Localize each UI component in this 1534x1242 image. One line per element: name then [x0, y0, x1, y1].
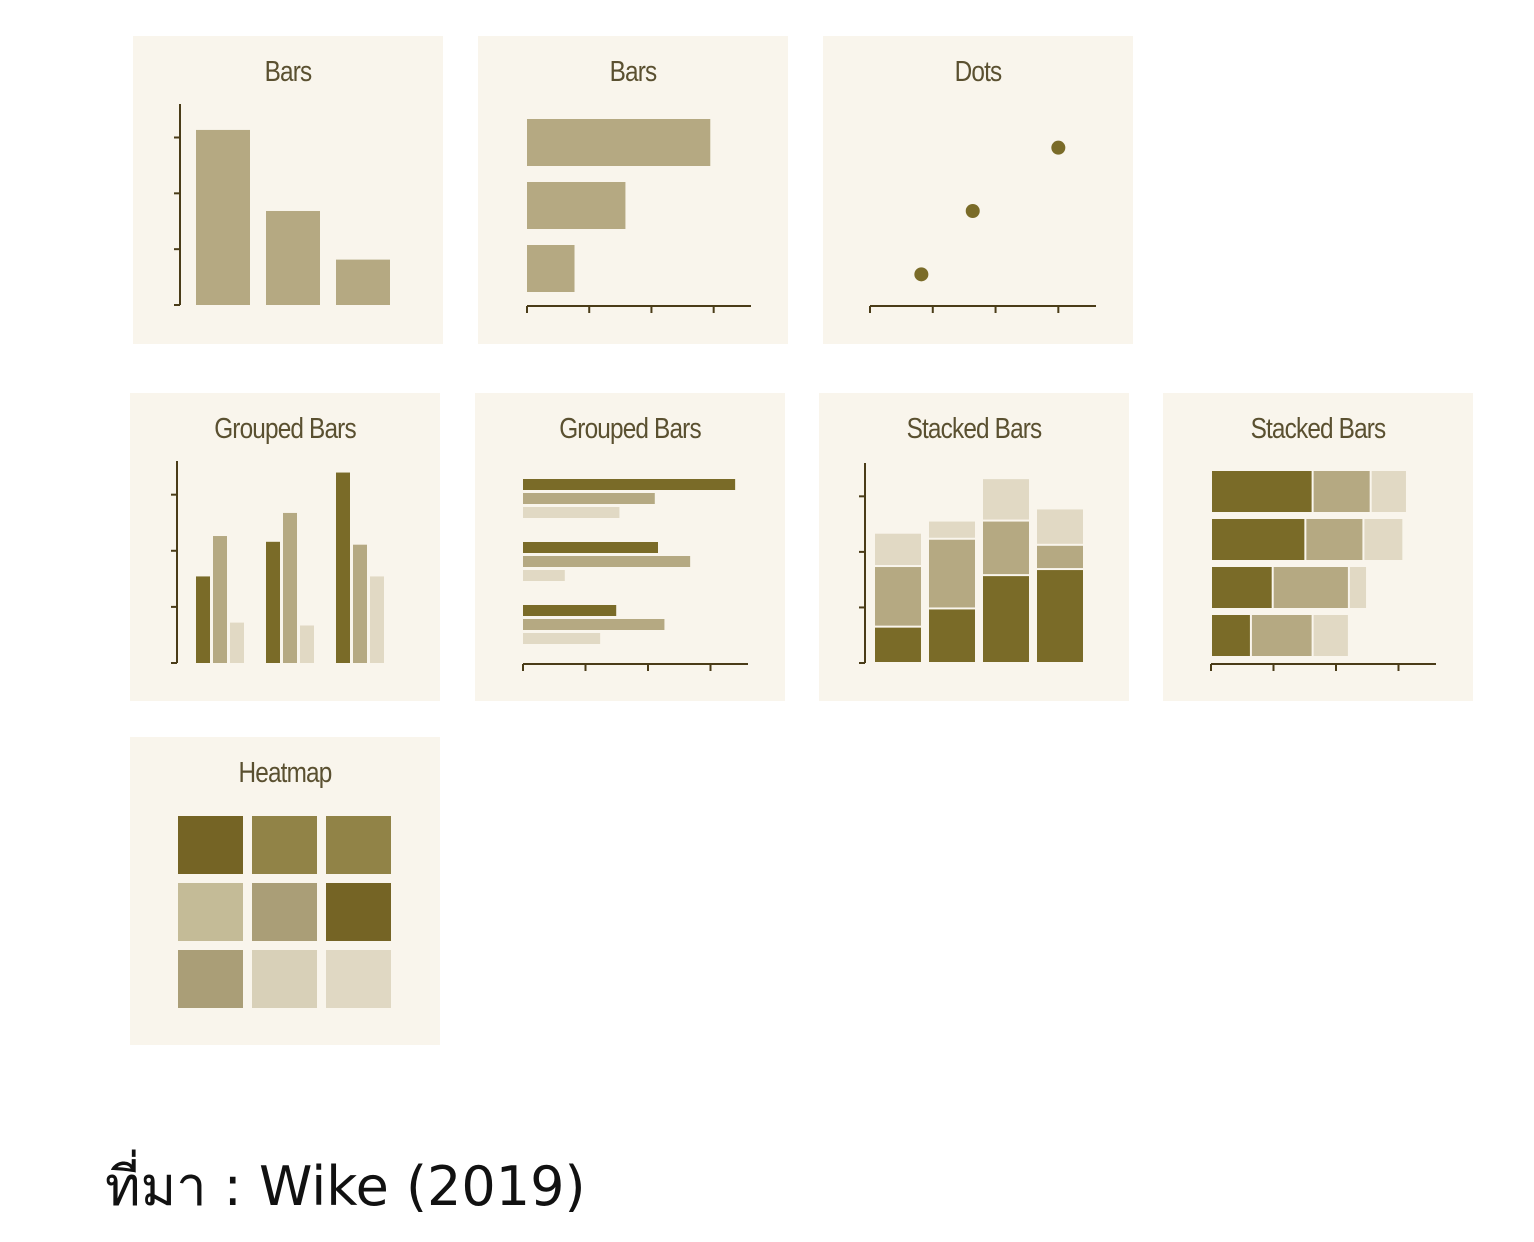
stacked-bars-vertical-plot: [859, 463, 1083, 664]
grouped-bars-horizontal-plot: [522, 479, 748, 671]
bar-segment: [1349, 567, 1367, 608]
dot: [914, 267, 929, 282]
bar: [523, 479, 736, 490]
dots-panel: Dots: [823, 36, 1133, 344]
bar-segment: [1364, 519, 1403, 560]
stacked-bars-horizontal-panel: Stacked Bars: [1163, 393, 1473, 701]
heatmap-cell: [252, 883, 317, 941]
dot: [965, 204, 980, 218]
bar: [527, 119, 711, 166]
chart-title: Dots: [954, 56, 1003, 88]
bar-segment: [983, 576, 1029, 662]
bar-segment: [1306, 519, 1363, 560]
grouped-bars-vertical-panel: Grouped Bars: [130, 393, 440, 701]
bar: [336, 472, 350, 663]
bar: [196, 129, 250, 305]
bar: [230, 622, 244, 663]
source-caption: ที่มา : Wike (2019): [105, 1155, 586, 1218]
heatmap-cell: [252, 950, 317, 1008]
bar: [527, 182, 626, 229]
heatmap-panel: Heatmap: [130, 737, 440, 1045]
grouped-bars-vertical-plot: [171, 461, 384, 664]
bar-segment: [875, 533, 921, 566]
bar: [523, 633, 601, 644]
chart-title: Bars: [264, 56, 313, 88]
dots-plot: [869, 140, 1096, 313]
bar-segment: [1212, 519, 1305, 560]
bar-segment: [1212, 615, 1250, 656]
bar-segment: [1313, 471, 1370, 512]
bar: [523, 507, 620, 518]
chart-title: Grouped Bars: [214, 413, 356, 445]
bar-segment: [929, 609, 975, 662]
bar: [266, 541, 280, 663]
heatmap-cell: [326, 950, 391, 1008]
bar: [283, 512, 297, 663]
bar: [213, 536, 227, 663]
heatmap-cell: [178, 883, 243, 941]
heatmap-cell: [326, 883, 391, 941]
bars-horizontal-plot: [526, 119, 751, 313]
bar-segment: [1212, 471, 1312, 512]
chart-title: Bars: [609, 56, 658, 88]
heatmap-cell: [178, 816, 243, 874]
chart-title: Heatmap: [238, 757, 333, 789]
bar-segment: [875, 567, 921, 626]
bar: [523, 605, 617, 616]
heatmap-cell: [252, 816, 317, 874]
heatmap-plot: [178, 816, 391, 1008]
bar: [523, 570, 565, 581]
bar: [523, 619, 665, 630]
bar-segment: [1371, 471, 1406, 512]
bar: [523, 542, 658, 553]
bar-segment: [1273, 567, 1348, 608]
bar: [266, 210, 320, 305]
bar-segment: [983, 479, 1029, 520]
bar: [527, 245, 575, 292]
bar-segment: [929, 539, 975, 608]
stacked-bars-horizontal-plot: [1210, 471, 1436, 671]
heatmap-cell: [178, 950, 243, 1008]
bars-horizontal-panel: Bars: [478, 36, 788, 344]
bar: [196, 576, 210, 663]
grouped-bars-horizontal-panel: Grouped Bars: [475, 393, 785, 701]
heatmap-cell: [326, 816, 391, 874]
bar-segment: [983, 521, 1029, 575]
bar: [300, 625, 314, 663]
bar: [353, 544, 367, 663]
bar-segment: [1251, 615, 1312, 656]
stacked-bars-vertical-panel: Stacked Bars: [819, 393, 1129, 701]
bar-segment: [1037, 545, 1083, 569]
bar-segment: [1313, 615, 1348, 656]
bars-vertical-plot: [174, 104, 390, 306]
bars-vertical-panel: Bars: [133, 36, 443, 344]
bar: [523, 493, 655, 504]
chart-title: Stacked Bars: [906, 413, 1043, 445]
chart-title: Stacked Bars: [1250, 413, 1387, 445]
bar-segment: [929, 521, 975, 538]
bar-segment: [1037, 509, 1083, 544]
bar: [336, 259, 390, 305]
chart-title: Grouped Bars: [559, 413, 701, 445]
bar-segment: [1037, 570, 1083, 662]
bar-segment: [1212, 567, 1272, 608]
bar: [523, 556, 691, 567]
bar: [370, 576, 384, 663]
dot: [1051, 140, 1066, 155]
bar-segment: [875, 627, 921, 662]
